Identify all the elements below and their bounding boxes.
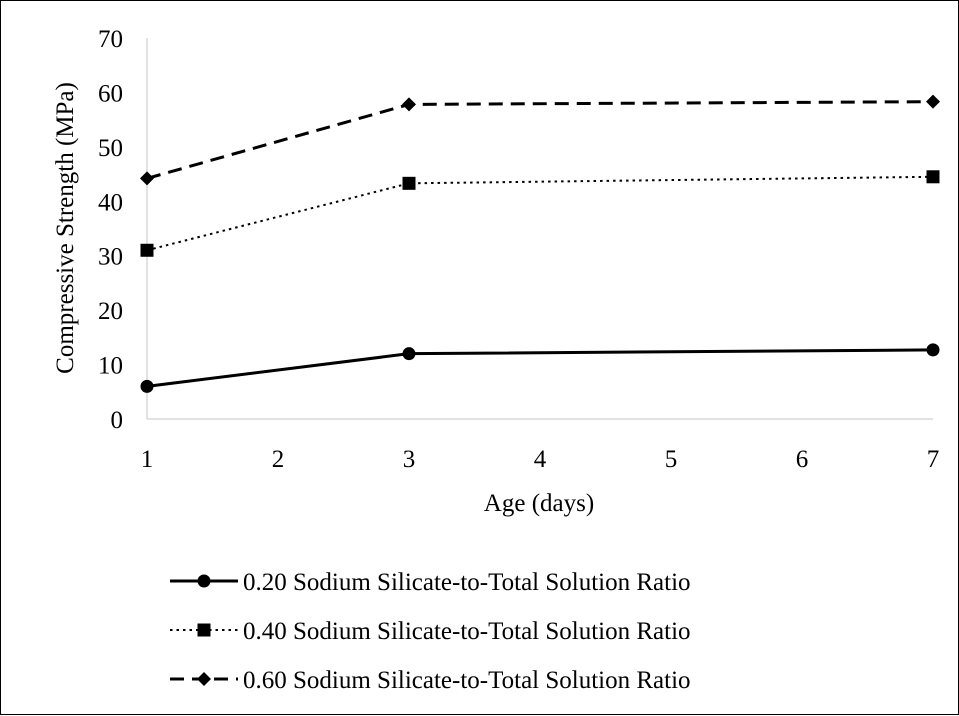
legend-marker [197, 574, 211, 588]
data-point [402, 97, 416, 112]
legend-marker [197, 623, 211, 637]
series-line [146, 175, 934, 252]
series-3 [140, 94, 940, 186]
x-tick-label: 7 [927, 446, 940, 473]
y-tick-label: 0 [111, 407, 124, 434]
data-point [926, 170, 940, 184]
legend-marker [197, 672, 211, 686]
series-line [146, 100, 934, 180]
y-tick-label: 10 [98, 353, 123, 380]
y-axis-title: Compressive Strength (MPa) [52, 82, 79, 374]
x-tick-label: 4 [534, 446, 547, 473]
y-tick-label: 60 [98, 80, 123, 107]
legend-entry-3: 0.60 Sodium Silicate-to-Total Solution R… [170, 667, 691, 694]
series-2 [140, 170, 940, 257]
x-tick-label: 1 [141, 446, 154, 473]
series-1 [140, 343, 940, 393]
data-point [926, 343, 940, 357]
data-point [140, 171, 154, 186]
x-tick-label: 5 [665, 446, 678, 473]
y-tick-label: 20 [98, 298, 123, 325]
y-tick-labels: 0 10 20 30 40 50 60 70 [98, 26, 123, 434]
data-point [140, 379, 154, 393]
series-line [146, 348, 934, 388]
legend-label: 0.20 Sodium Silicate-to-Total Solution R… [243, 569, 691, 596]
legend-entry-1: 0.20 Sodium Silicate-to-Total Solution R… [170, 569, 691, 596]
legend: 0.20 Sodium Silicate-to-Total Solution R… [170, 569, 691, 694]
x-tick-labels: 1 2 3 4 5 6 7 [141, 446, 940, 473]
data-point [926, 94, 940, 109]
data-point [402, 347, 416, 361]
y-tick-label: 70 [98, 26, 123, 53]
data-point [140, 243, 154, 257]
legend-label: 0.60 Sodium Silicate-to-Total Solution R… [243, 667, 691, 694]
x-axis-title: Age (days) [484, 490, 594, 517]
y-tick-label: 50 [98, 135, 123, 162]
x-tick-label: 3 [403, 446, 416, 473]
x-tick-label: 6 [796, 446, 809, 473]
axes [146, 38, 933, 420]
y-tick-label: 40 [98, 189, 123, 216]
y-tick-label: 30 [98, 244, 123, 271]
data-point [402, 176, 416, 190]
series-group [140, 94, 940, 393]
legend-entry-2: 0.40 Sodium Silicate-to-Total Solution R… [170, 618, 691, 645]
x-tick-label: 2 [272, 446, 285, 473]
legend-label: 0.40 Sodium Silicate-to-Total Solution R… [243, 618, 691, 645]
